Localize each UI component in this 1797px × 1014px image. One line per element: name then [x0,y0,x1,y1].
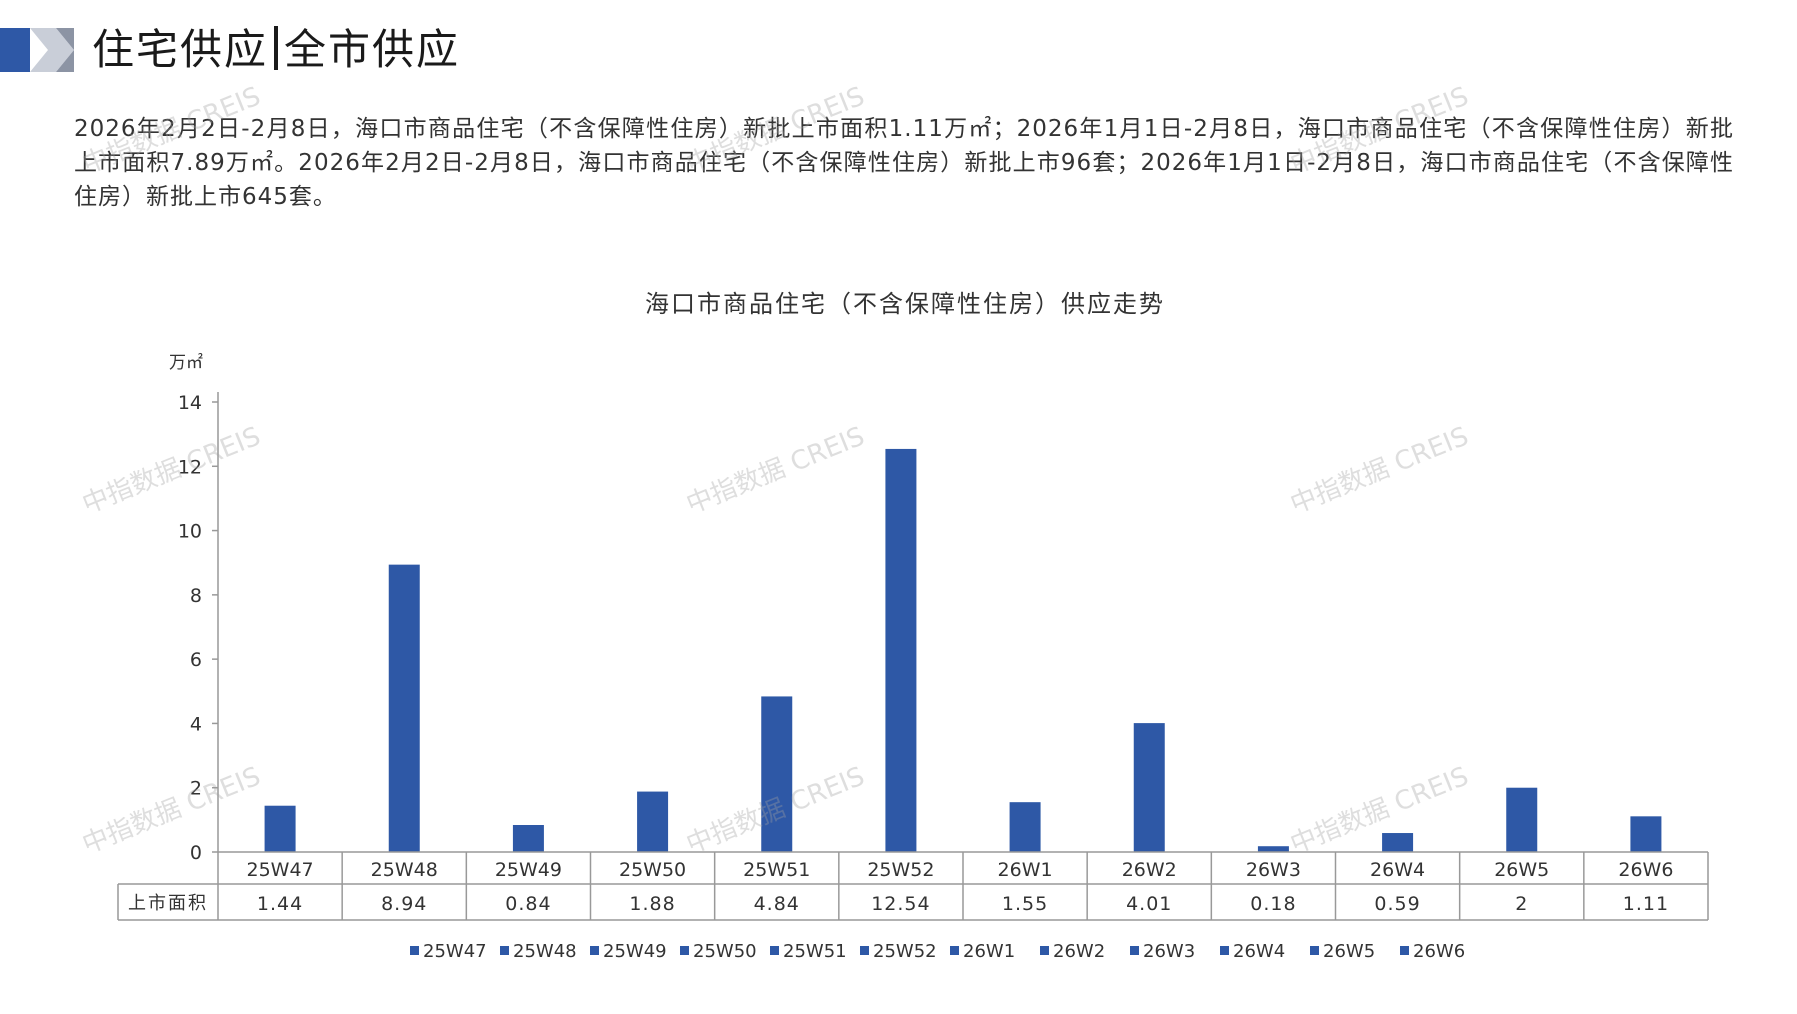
x-category-label: 25W47 [247,859,314,881]
data-value-label: 1.55 [1002,893,1048,915]
legend-swatch [770,946,779,955]
data-value-label: 1.88 [629,893,675,915]
x-category-label: 25W50 [619,859,686,881]
y-axis-label: 万㎡ [169,353,203,373]
x-category-label: 25W48 [371,859,438,881]
header-decoration [0,28,74,72]
legend-swatch [500,946,509,955]
data-value-label: 1.11 [1623,893,1669,915]
page-title: 住宅供应 全市供应 [92,22,460,78]
y-tick-label: 6 [190,649,202,671]
legend-swatch [410,946,419,955]
legend-entry: 25W48 [513,941,577,962]
title-separator [274,26,279,70]
y-tick-label: 10 [178,521,202,543]
data-value-label: 12.54 [871,893,930,915]
legend-entry: 25W49 [603,941,667,962]
legend-entry: 25W50 [693,941,757,962]
supply-trend-chart: 海口市商品住宅（不含保障性住房）供应走势万㎡ 0 2 4 6 8 10 12 14 25W47 1.… [0,280,1797,1010]
bar-26W6 [1630,816,1662,852]
legend-swatch [680,946,689,955]
legend-entry: 26W5 [1323,941,1375,962]
legend-entry: 25W52 [873,941,937,962]
bar-26W2 [1133,723,1165,852]
legend-entry: 26W6 [1413,941,1465,962]
data-value-label: 4.01 [1126,893,1172,915]
legend-entry: 26W4 [1233,941,1285,962]
summary-paragraph: 2026年2月2日-2月8日，海口市商品住宅（不含保障性住房）新批上市面积1.1… [74,116,1734,210]
x-category-label: 25W49 [495,859,562,881]
legend-entry: 26W2 [1053,941,1105,962]
x-category-label: 26W3 [1246,859,1301,881]
table-row-header: 上市面积 [128,893,208,914]
legend-entry: 26W3 [1143,941,1195,962]
bar-25W47 [264,805,296,852]
chart-title: 海口市商品住宅（不含保障性住房）供应走势 [645,290,1165,318]
data-value-label: 2 [1515,893,1528,915]
legend-swatch [860,946,869,955]
legend-swatch [1400,946,1409,955]
legend-entry: 26W1 [963,941,1015,962]
x-category-label: 26W6 [1618,859,1673,881]
data-value-label: 4.84 [754,893,800,915]
page-title-right: 全市供应 [284,25,461,74]
bar-25W50 [637,791,669,852]
bar-25W48 [388,564,420,852]
x-category-label: 25W51 [743,859,810,881]
bar-26W5 [1506,787,1538,852]
legend-entry: 25W51 [783,941,847,962]
y-tick-label: 8 [190,585,202,607]
page-title-left: 住宅供应 [92,25,269,74]
legend-swatch [1220,946,1229,955]
y-tick-label: 14 [178,392,202,414]
legend-entry: 25W47 [423,941,487,962]
legend-swatch [1130,946,1139,955]
data-value-label: 0.59 [1374,893,1420,915]
data-value-label: 8.94 [381,893,427,915]
bar-25W51 [761,696,793,852]
x-category-label: 25W52 [867,859,934,881]
data-value-label: 1.44 [257,893,303,915]
y-tick-label: 0 [190,842,202,864]
legend-swatch [1040,946,1049,955]
data-value-label: 0.18 [1250,893,1296,915]
x-category-label: 26W4 [1370,859,1425,881]
x-category-label: 26W1 [998,859,1053,881]
x-category-label: 26W2 [1122,859,1177,881]
bar-25W49 [512,825,544,852]
bar-26W3 [1257,846,1289,852]
bar-26W1 [1009,802,1041,852]
legend-swatch [950,946,959,955]
y-tick-label: 2 [190,778,202,800]
bar-26W4 [1382,833,1414,852]
data-value-label: 0.84 [505,893,551,915]
x-category-label: 26W5 [1494,859,1549,881]
bar-25W52 [885,448,917,852]
legend-swatch [1310,946,1319,955]
y-tick-label: 12 [178,456,202,478]
y-tick-label: 4 [190,713,202,735]
legend-swatch [590,946,599,955]
